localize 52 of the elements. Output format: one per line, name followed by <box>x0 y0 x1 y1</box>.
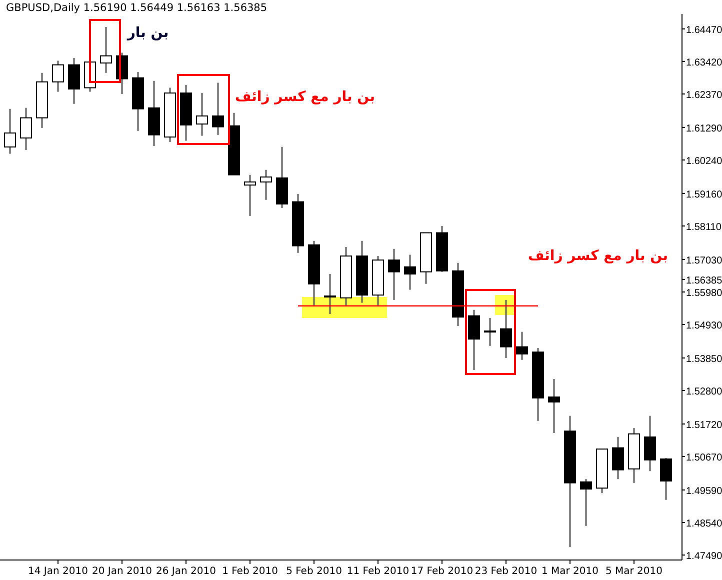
x-tick-label: 20 Jan 2010 <box>92 566 152 577</box>
candlestick <box>212 82 224 136</box>
candlestick <box>580 478 592 526</box>
candlestick <box>196 92 208 136</box>
y-tick-label: 1.55980 <box>686 288 722 299</box>
y-tick-label: 1.64470 <box>686 24 722 36</box>
candlestick <box>20 107 32 151</box>
x-tick-label: 14 Jan 2010 <box>28 566 88 577</box>
y-tick-label: 1.53850 <box>686 354 722 365</box>
x-tick-label: 1 Feb 2010 <box>222 566 278 577</box>
candlestick <box>484 317 496 346</box>
y-tick-label: 1.61290 <box>686 123 722 134</box>
x-tick-label: 1 Mar 2010 <box>541 566 599 577</box>
candlestick <box>404 254 416 290</box>
candlestick <box>100 26 112 74</box>
candlestick <box>324 273 336 314</box>
candlestick <box>660 458 672 500</box>
annotation: بن بار <box>126 25 169 41</box>
x-tick-label: 5 Mar 2010 <box>605 566 663 577</box>
x-tick-label: 23 Feb 2010 <box>474 566 538 577</box>
y-tick-label: 1.48540 <box>686 518 722 530</box>
candlestick <box>516 331 528 360</box>
candlestick <box>612 436 624 480</box>
y-tick-label: 1.60240 <box>686 156 722 167</box>
y-tick-label: 1.49590 <box>686 486 722 497</box>
y-tick-label: 1.50670 <box>686 452 722 464</box>
y-tick-label: 1.62370 <box>686 90 722 101</box>
y-tick-label: 1.58110 <box>686 222 722 233</box>
y-tick-label: 1.63420 <box>686 57 722 68</box>
x-tick-label: 17 Feb 2010 <box>410 566 474 577</box>
y-tick-label: 1.56385 <box>686 275 722 286</box>
y-tick-label: 1.57030 <box>686 255 722 266</box>
x-tick-label: 5 Feb 2010 <box>286 566 342 577</box>
x-tick-label: 26 Jan 2010 <box>156 566 216 577</box>
y-tick-label: 1.59160 <box>686 189 722 200</box>
annotation: بن بار مع كسر زائف <box>234 89 376 105</box>
candlestick <box>388 248 400 301</box>
y-tick-label: 1.52800 <box>686 386 722 398</box>
y-tick-label: 1.47490 <box>686 551 722 562</box>
candlestick <box>260 169 272 200</box>
candlestick <box>244 174 256 217</box>
candlestick <box>500 300 512 358</box>
annotation: بن بار مع كسر زائف <box>528 248 668 264</box>
chart-title: GBPUSD,Daily 1.56190 1.56449 1.56163 1.56385 <box>6 2 268 14</box>
y-tick-label: 1.51720 <box>686 420 722 431</box>
x-tick-label: 11 Feb 2010 <box>346 566 410 577</box>
candlestick <box>548 378 560 434</box>
candlestick <box>4 108 16 154</box>
y-tick-label: 1.54930 <box>686 320 722 332</box>
candlestick <box>468 309 480 371</box>
candlestick <box>52 60 64 92</box>
candlestick <box>644 415 656 472</box>
